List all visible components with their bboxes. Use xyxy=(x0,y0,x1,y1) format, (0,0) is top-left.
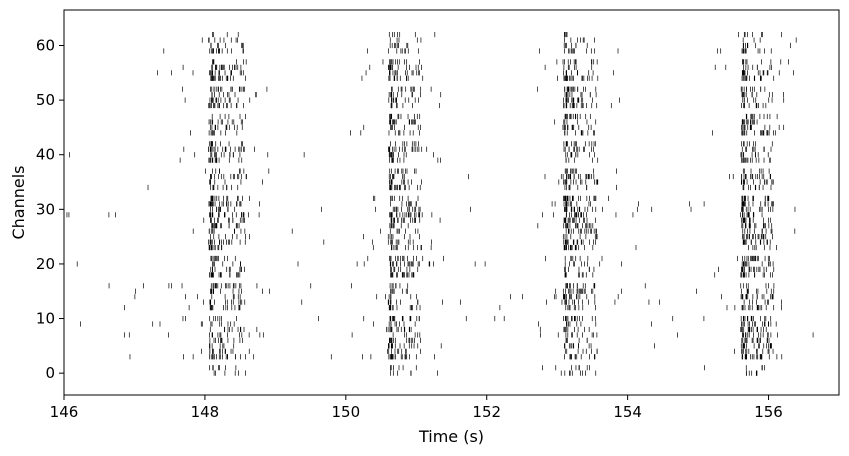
x-tick-label: 154 xyxy=(613,403,642,421)
x-axis: 146 148 150 152 154 156 xyxy=(50,395,783,421)
y-tick-label: 60 xyxy=(36,36,55,54)
plot-area xyxy=(64,10,839,395)
y-axis-title: Channels xyxy=(9,165,28,239)
y-tick-label: 50 xyxy=(36,91,55,109)
x-tick-label: 148 xyxy=(191,403,220,421)
x-tick-label: 156 xyxy=(754,403,783,421)
y-tick-label: 0 xyxy=(45,364,55,382)
spike-raster xyxy=(66,31,814,376)
x-tick-label: 150 xyxy=(331,403,360,421)
y-axis: 0 10 20 30 40 50 60 xyxy=(36,36,64,382)
y-tick-label: 10 xyxy=(36,310,55,328)
x-tick-label: 152 xyxy=(472,403,501,421)
x-axis-title: Time (s) xyxy=(418,427,484,446)
y-tick-label: 30 xyxy=(36,200,55,218)
y-tick-label: 20 xyxy=(36,255,55,273)
plot-frame xyxy=(63,9,840,396)
y-tick-label: 40 xyxy=(36,146,55,164)
x-tick-label: 146 xyxy=(50,403,79,421)
